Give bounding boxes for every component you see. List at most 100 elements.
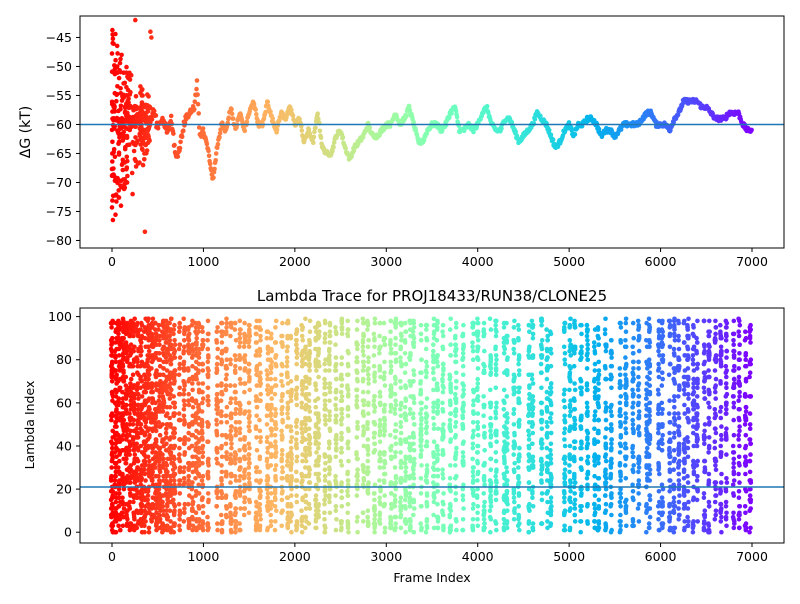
lambda-point — [171, 491, 176, 496]
lambda-point — [340, 325, 345, 330]
lambda-point — [361, 519, 366, 524]
lambda-point — [279, 373, 284, 378]
lambda-point — [147, 407, 152, 412]
lambda-point — [418, 370, 423, 375]
delta-g-point — [112, 63, 117, 68]
lambda-point — [233, 327, 238, 332]
lambda-point — [295, 403, 300, 408]
lambda-point — [316, 446, 321, 451]
delta-g-point — [319, 136, 324, 141]
lambda-point — [372, 530, 377, 535]
lambda-point — [355, 319, 360, 324]
lambda-point — [206, 463, 211, 468]
lambda-point — [117, 459, 122, 464]
delta-g-point — [121, 138, 126, 143]
lambda-point — [377, 495, 382, 500]
lambda-point — [316, 504, 321, 509]
lambda-point — [412, 457, 417, 462]
lambda-point — [382, 493, 387, 498]
delta-g-point — [145, 106, 150, 111]
lambda-point — [327, 340, 332, 345]
lambda-point — [355, 360, 360, 365]
lambda-point — [161, 409, 166, 414]
lambda-point — [373, 448, 378, 453]
lambda-point — [382, 321, 387, 326]
delta-g-point — [143, 230, 148, 235]
lambda-point — [177, 502, 182, 507]
lambda-point — [200, 342, 205, 347]
lambda-point — [224, 504, 229, 509]
lambda-point — [314, 519, 319, 524]
lambda-point — [418, 381, 423, 386]
lambda-point — [181, 351, 186, 356]
lambda-point — [327, 349, 332, 354]
lambda-point — [124, 407, 129, 412]
lambda-point — [165, 504, 170, 509]
lambda-point — [300, 351, 305, 356]
lambda-point — [268, 364, 273, 369]
lambda-point — [294, 338, 299, 343]
lambda-point — [171, 370, 176, 375]
lambda-point — [237, 521, 242, 526]
lambda-point — [258, 478, 263, 483]
lambda-point — [403, 321, 408, 326]
lambda-point — [269, 332, 274, 337]
lambda-point — [269, 411, 274, 416]
lambda-point — [436, 426, 441, 431]
lambda-point — [299, 480, 304, 485]
lambda-point — [147, 349, 152, 354]
lambda-point — [340, 355, 345, 360]
lambda-point — [322, 502, 327, 507]
lambda-point — [382, 450, 387, 455]
lambda-point — [224, 364, 229, 369]
delta-g-point — [117, 152, 122, 157]
lambda-point — [366, 459, 371, 464]
lambda-point — [361, 338, 366, 343]
lambda-point — [404, 489, 409, 494]
lambda-point — [238, 332, 243, 337]
lambda-point — [215, 329, 220, 334]
lambda-point — [206, 457, 211, 462]
lambda-point — [224, 383, 229, 388]
lambda-point — [424, 336, 429, 341]
lambda-point — [257, 418, 262, 423]
lambda-point — [219, 409, 224, 414]
lambda-point — [196, 329, 201, 334]
lambda-point — [316, 347, 321, 352]
delta-g-point — [138, 126, 143, 131]
lambda-point — [243, 381, 248, 386]
lambda-point — [156, 474, 161, 479]
lambda-point — [323, 332, 328, 337]
lambda-point — [361, 465, 366, 470]
lambda-point — [142, 329, 147, 334]
lambda-point — [120, 418, 125, 423]
lambda-point — [215, 446, 220, 451]
lambda-point — [431, 480, 436, 485]
lambda-point — [197, 491, 202, 496]
lambda-point — [215, 433, 220, 438]
lambda-point — [316, 472, 321, 477]
lambda-point — [173, 444, 178, 449]
lambda-point — [237, 489, 242, 494]
lambda-point — [362, 478, 367, 483]
lambda-point — [205, 521, 210, 526]
lambda-point — [425, 439, 430, 444]
lambda-point — [361, 360, 366, 365]
lambda-point — [372, 338, 377, 343]
delta-g-point — [111, 36, 116, 41]
lambda-point — [322, 511, 327, 516]
delta-g-point — [176, 154, 181, 159]
lambda-point — [399, 420, 404, 425]
lambda-point — [411, 334, 416, 339]
lambda-point — [142, 418, 147, 423]
delta-g-point — [110, 69, 115, 74]
lambda-point — [419, 357, 424, 362]
lambda-point — [214, 457, 219, 462]
lambda-point — [425, 467, 430, 472]
lambda-point — [366, 480, 371, 485]
lambda-point — [393, 321, 398, 326]
lambda-point — [120, 472, 125, 477]
lambda-point — [308, 409, 313, 414]
lambda-point — [418, 411, 423, 416]
lambda-point — [408, 491, 413, 496]
